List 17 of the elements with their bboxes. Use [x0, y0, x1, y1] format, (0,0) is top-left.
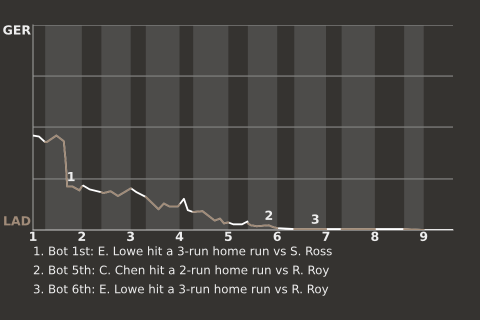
text: LAD [4, 216, 30, 226]
text: GER [3, 25, 31, 35]
text: 2. Bot 5th: C. Chen hit a 2-run home run vs R. Roy [34, 265, 330, 277]
x-tick-label: 8 [371, 232, 378, 242]
x-tick-label: 4 [176, 232, 184, 241]
x-tick-label: 3 [127, 232, 134, 242]
annotation: 3 [312, 214, 319, 224]
x-tick-label: 2 [78, 232, 86, 241]
annotation: 1 [68, 172, 75, 182]
x-tick-label: 6 [274, 232, 281, 242]
annotation: 2 [266, 210, 272, 220]
x-tick-label: 9 [420, 232, 428, 242]
text: 3. Bot 6th: E. Lowe hit a 3-run home run vs R. Roy [34, 284, 328, 296]
x-tick-label: 5 [224, 232, 232, 242]
x-tick-label: 1 [30, 232, 36, 241]
text: 1. Bot 1st: E. Lowe hit a 3-run home run vs S. Ross [34, 246, 332, 256]
x-tick-label: 7 [322, 232, 330, 241]
